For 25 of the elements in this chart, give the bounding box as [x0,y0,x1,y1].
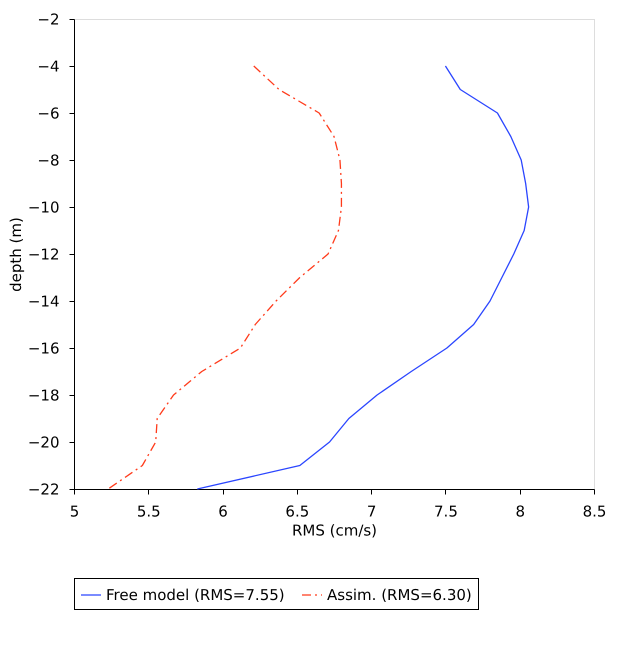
y-tick-label: −10 [28,198,60,216]
legend-label: Free model (RMS=7.55) [106,586,285,604]
line-series [196,65,530,490]
x-tick-label: 8.5 [582,502,606,520]
legend-label: Assim. (RMS=6.30) [327,586,472,604]
x-tick-label: 5.5 [136,502,161,520]
y-tick-label: −16 [28,340,60,358]
y-tick-label: −12 [28,246,60,264]
y-tick-label: −18 [28,386,60,404]
x-tick-label: 8 [515,502,525,520]
x-tick-label: 6.5 [285,502,310,520]
x-tick-label: 7.5 [434,502,458,520]
x-tick-label: 7 [366,502,376,520]
y-tick-label: −6 [37,104,60,122]
x-tick-label: 6 [218,502,228,520]
y-tick-label: −20 [28,434,60,452]
x-tick-label: 5 [70,502,80,520]
line-series [108,65,342,490]
y-axis-title: depth (m) [6,217,25,292]
y-tick-label: −8 [37,152,60,170]
y-tick-label: −2 [37,10,60,28]
y-tick-label: −4 [37,58,60,76]
y-tick-label: −14 [28,292,60,310]
y-tick-label: −22 [28,480,60,498]
x-axis-title: RMS (cm/s) [292,522,378,540]
